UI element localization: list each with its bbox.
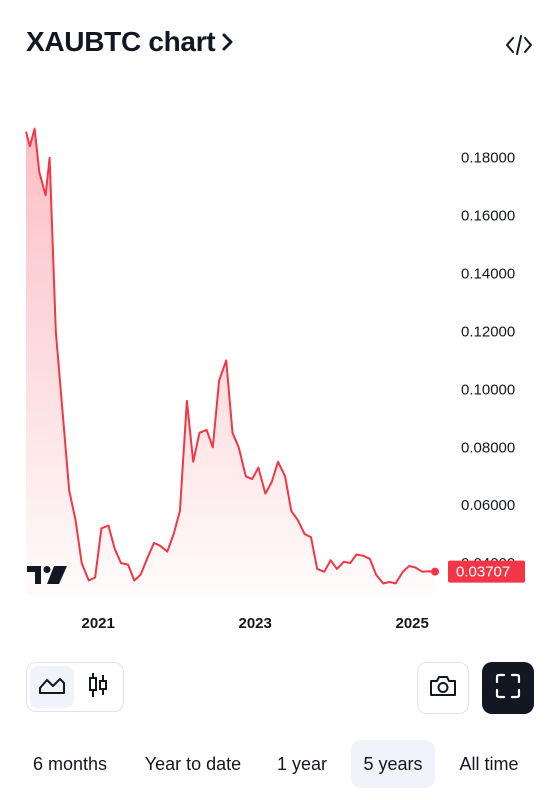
area-chart-icon	[38, 674, 66, 701]
time-range-selector: 6 months Year to date 1 year 5 years All…	[18, 740, 548, 788]
range-1-year[interactable]: 1 year	[276, 754, 328, 774]
chart-title-link[interactable]: XAUBTC chart	[26, 26, 235, 58]
price-area-fill	[26, 128, 435, 595]
range-all-time[interactable]: All time	[459, 754, 519, 774]
y-tick-label: 0.08000	[461, 439, 515, 456]
candlestick-chart-button[interactable]	[76, 666, 120, 708]
price-chart[interactable]: 0.18000 0.16000 0.14000 0.12000 0.10000 0.080…	[0, 100, 560, 645]
fullscreen-button[interactable]	[482, 662, 534, 714]
chart-header: XAUBTC chart	[26, 26, 534, 66]
fullscreen-icon	[494, 672, 522, 705]
candlestick-icon	[87, 671, 109, 704]
camera-icon	[428, 674, 458, 703]
x-tick-label: 2021	[82, 615, 115, 632]
x-tick-label: 2025	[396, 615, 429, 632]
area-chart-button[interactable]	[30, 666, 74, 708]
y-axis: 0.18000 0.16000 0.14000 0.12000 0.10000 0.080…	[461, 150, 515, 572]
x-axis: 2021 2023 2025	[82, 615, 429, 632]
chart-title: XAUBTC chart	[26, 26, 216, 57]
chevron-right-icon	[221, 33, 235, 51]
snapshot-button[interactable]	[417, 662, 469, 714]
range-year-to-date[interactable]: Year to date	[144, 754, 242, 774]
tradingview-logo	[27, 566, 67, 584]
y-tick-label: 0.18000	[461, 150, 515, 167]
y-tick-label: 0.16000	[461, 208, 515, 225]
x-tick-label: 2023	[239, 615, 272, 632]
y-tick-label: 0.14000	[461, 266, 515, 283]
range-6-months[interactable]: 6 months	[32, 754, 108, 774]
range-5-years[interactable]: 5 years	[351, 740, 435, 788]
last-price-dot	[431, 567, 439, 576]
code-embed-icon[interactable]	[504, 30, 534, 60]
y-tick-label: 0.10000	[461, 381, 515, 398]
chart-type-switcher	[26, 662, 124, 712]
y-tick-label: 0.12000	[461, 323, 515, 340]
last-price-label: 0.03707	[456, 564, 510, 581]
last-price-tag: 0.03707	[448, 560, 525, 583]
price-line	[25, 127, 436, 585]
y-tick-label: 0.06000	[461, 497, 515, 514]
